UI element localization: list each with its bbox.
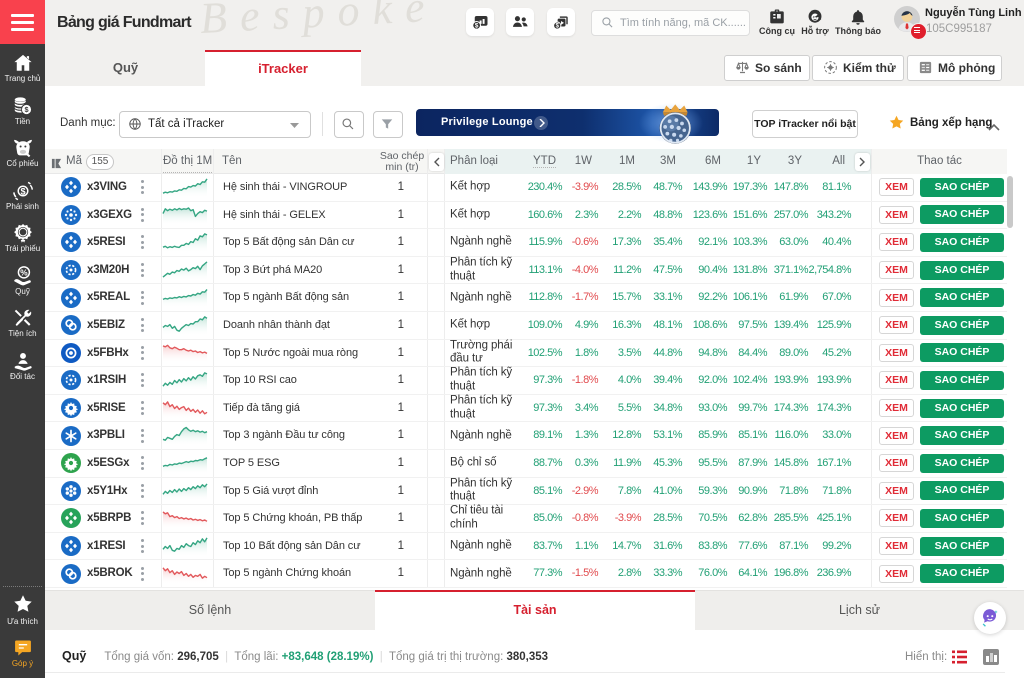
svg-text:$: $ [24,105,28,114]
svg-text:%: % [20,268,28,277]
svg-text:$: $ [20,186,25,196]
svg-text:$: $ [475,23,479,30]
svg-text:$: $ [556,24,560,30]
